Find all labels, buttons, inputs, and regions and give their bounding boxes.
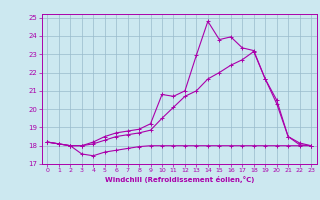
X-axis label: Windchill (Refroidissement éolien,°C): Windchill (Refroidissement éolien,°C) bbox=[105, 176, 254, 183]
